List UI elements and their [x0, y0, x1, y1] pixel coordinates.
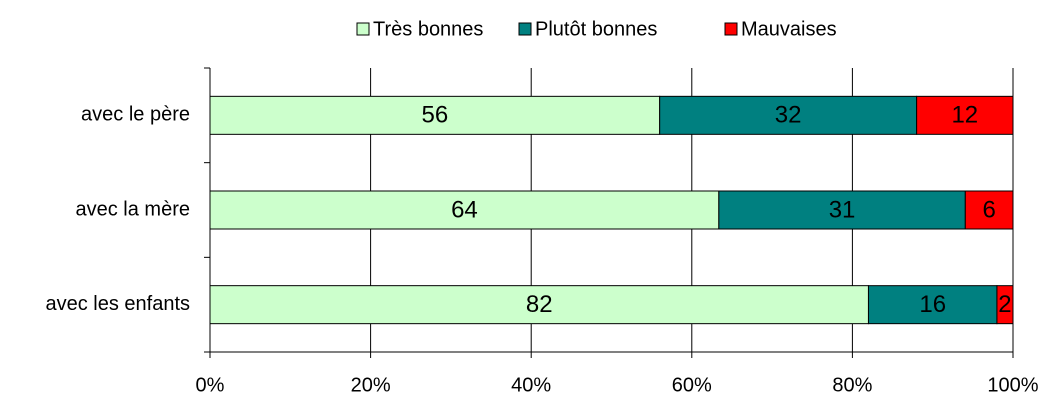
data-label: 31 [829, 196, 856, 223]
bar-segment [209, 285, 869, 325]
legend-swatch [724, 22, 738, 36]
bar-segment [209, 95, 661, 135]
data-label: 82 [526, 291, 553, 318]
data-label: 2 [998, 291, 1011, 318]
bar-segment [867, 285, 998, 325]
legend-label: Très bonnes [373, 18, 483, 40]
x-tick-label: 100% [987, 374, 1038, 396]
data-label: 16 [919, 291, 946, 318]
legend-swatch [356, 22, 370, 36]
data-label: 6 [982, 196, 995, 223]
data-label: 12 [951, 102, 978, 129]
x-tick-label: 60% [672, 374, 712, 396]
y-tick-label: avec la mère [76, 198, 191, 220]
bar-segment [209, 190, 720, 230]
bar-segment [659, 95, 918, 135]
bar-segment [964, 190, 1014, 230]
legend-label: Plutôt bonnes [535, 18, 657, 40]
legend-label: Mauvaises [741, 18, 837, 40]
data-label: 32 [775, 102, 802, 129]
x-tick-label: 20% [351, 374, 391, 396]
bar-segment [916, 95, 1014, 135]
legend-swatch [518, 22, 532, 36]
y-tick-label: avec les enfants [45, 293, 190, 315]
data-label: 64 [451, 196, 478, 223]
x-tick-label: 80% [832, 374, 872, 396]
bar-segment [996, 285, 1014, 325]
x-tick-label: 0% [196, 374, 225, 396]
data-label: 56 [421, 102, 448, 129]
x-tick-label: 40% [511, 374, 551, 396]
y-tick-label: avec le père [81, 104, 190, 126]
